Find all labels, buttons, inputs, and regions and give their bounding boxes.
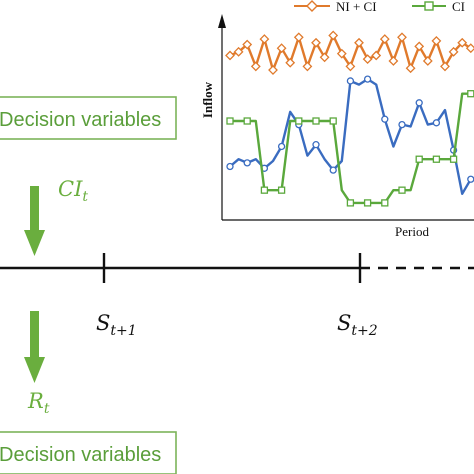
series-2-point-13 [329,166,337,174]
series-1-point-10 [302,61,313,72]
series-1-point-1 [225,50,235,61]
series-2-point-1 [226,162,234,171]
series-3-point-29 [467,90,474,98]
series-1-point-18 [371,50,382,61]
series-1-point-5 [259,34,270,45]
inset-x-label: Period [395,224,429,239]
legend-diamond-marker [306,0,318,12]
legend-label-ni-ci: NI + CI [336,0,377,14]
series-1-point-27 [448,46,459,57]
tick-label-s-t1: St+1 [96,311,137,339]
ci-t-label: CIt [58,177,88,205]
series-1-point-12 [319,52,330,63]
series-3-point-23 [415,155,423,163]
decision-box-bottom-label: Decision variables [0,444,161,466]
series-1-point-7 [276,43,287,54]
series-1-point-15 [345,61,356,72]
series-1-point-9 [293,32,304,43]
series-1-point-6 [268,65,278,75]
series-1-point-23 [414,41,425,52]
series-2-point-3 [243,159,251,167]
legend-square-marker [424,1,434,11]
inset-y-label: Inflow [200,81,215,118]
decision-box-top: Decision variables [0,96,177,140]
series-2-point-25 [432,119,441,127]
timeline [0,253,474,283]
arrow-ci [24,186,45,256]
series-2-point-23 [415,99,423,107]
series-1-point-11 [311,37,321,48]
inset-chart: Inflow Period NI + CI CI [200,0,474,239]
series-3-point-5 [260,186,269,194]
series-1-point-22 [405,63,416,74]
series-1-point-14 [336,48,347,59]
legend-item-ci: CI [412,0,465,14]
series-2-point-11 [312,141,320,149]
series-1-point-8 [285,57,296,68]
series-2-point-15 [346,77,355,85]
r-t-label: Rt [27,389,50,417]
series-3-point-3 [243,117,251,125]
series-3-point-15 [346,199,355,207]
series-3-point-9 [295,117,303,125]
series-1-point-17 [362,54,373,65]
series-1-point-13 [328,30,339,41]
arrow-r [24,311,45,383]
series-3-point-1 [226,117,234,125]
series-1-point-20 [388,56,399,66]
series-2-point-21 [398,120,406,129]
series-1-point-2 [233,46,244,57]
legend-item-ni-ci: NI + CI [294,0,377,14]
series-3-point-19 [381,199,389,207]
series-3-point-25 [432,155,441,163]
series-1-point-4 [250,61,261,72]
legend-label-ci: CI [452,0,465,14]
series-3-point-21 [398,186,406,194]
series-1-point-24 [422,56,433,66]
y-axis-arrowhead [218,14,226,28]
series-3-point-27 [449,155,458,163]
decision-box-top-label: Decision variables [0,109,161,131]
series-1-point-3 [242,39,253,50]
tick-label-s-t2: St+2 [337,311,378,339]
series-3-point-11 [312,117,320,125]
series-3-point-7 [277,186,286,194]
series-1-point-29 [465,43,474,54]
decision-box-bottom: Decision variables [0,431,177,474]
series-1-point-28 [457,37,468,48]
series-1-point-19 [379,34,390,45]
series-2-point-7 [277,142,286,151]
plot-area [225,30,474,207]
series-1-point-25 [431,36,442,46]
series-1-point-16 [354,37,364,48]
series-2-point-19 [381,115,389,123]
series-line-2 [229,77,472,196]
series-2-point-17 [363,75,372,83]
series-3-point-17 [363,199,372,207]
series-3-point-13 [329,117,337,125]
series-1-point-26 [440,61,450,72]
series-2-point-29 [467,175,474,183]
series-1-point-21 [397,32,407,43]
